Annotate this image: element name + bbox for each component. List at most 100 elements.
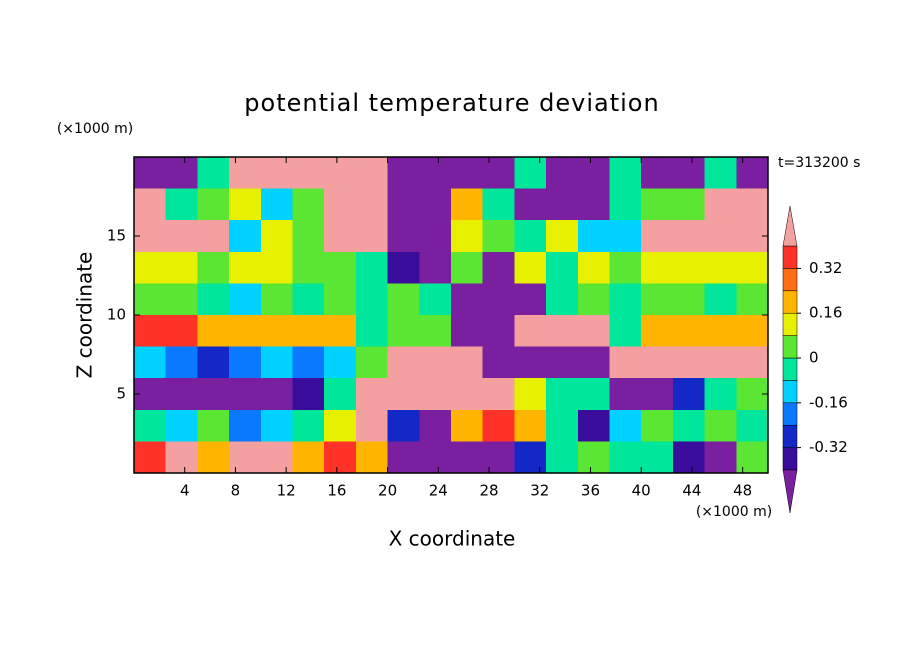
contour-cell [165, 346, 198, 379]
contour-cell [546, 220, 578, 252]
contour-cell [451, 378, 483, 410]
contour-cell [387, 441, 420, 473]
contour-cell [609, 220, 642, 252]
contour-cell [134, 157, 166, 189]
contour-cell [197, 220, 230, 252]
colorbar-tick-label: 0.16 [809, 304, 842, 322]
contour-cell [514, 188, 547, 221]
contour-cell [577, 188, 610, 221]
contour-cell [577, 220, 610, 252]
contour-cell [482, 441, 515, 473]
x-tick-label: 20 [378, 482, 397, 500]
contour-cell [260, 220, 293, 252]
y-tick-label: 15 [107, 227, 126, 245]
contour-cell [165, 188, 198, 221]
contour-cell [641, 157, 673, 189]
contour-cell [482, 409, 515, 442]
contour-cell [165, 220, 198, 252]
contour-cell [609, 251, 642, 284]
x-axis-label: X coordinate [389, 527, 516, 551]
contour-cell [292, 220, 325, 252]
contour-cell [514, 283, 547, 315]
x-tick-label: 24 [429, 482, 448, 500]
contour-cell [704, 409, 737, 442]
contour-cell [672, 441, 705, 473]
contour-cell [355, 441, 388, 473]
y-unit: (×1000 m) [57, 121, 133, 137]
contour-cell [292, 251, 325, 284]
contour-cell [260, 409, 293, 442]
contour-cell [641, 220, 673, 252]
contour-cell [419, 346, 451, 379]
contour-cell [229, 409, 261, 442]
contour-cell [451, 315, 483, 347]
contour-cell [641, 188, 673, 221]
contour-cell [641, 283, 673, 315]
contour-cell [641, 346, 673, 379]
contour-cell [704, 251, 737, 284]
contour-cell [260, 188, 293, 221]
contour-cell [546, 251, 578, 284]
contour-cell [260, 378, 293, 410]
contour-cell [419, 220, 451, 252]
contour-cell [546, 283, 578, 315]
contour-cell [514, 157, 547, 189]
contour-cell [577, 251, 610, 284]
contour-cell [197, 157, 230, 189]
x-tick-label: 44 [682, 482, 701, 500]
contour-cell [609, 441, 642, 473]
colorbar-tick-label: -0.16 [809, 393, 848, 411]
contour-cell [736, 315, 768, 347]
colorbar-band [782, 268, 798, 292]
contour-cell [292, 378, 325, 410]
contour-cell [514, 220, 547, 252]
contour-cell [324, 283, 356, 315]
colorbar-tick-label: -0.32 [809, 438, 848, 456]
contour-cell [482, 157, 515, 189]
contour-cell [704, 220, 737, 252]
contour-cell [197, 315, 230, 347]
contour-cell [387, 251, 420, 284]
contour-cell [451, 346, 483, 379]
contour-cell [165, 157, 198, 189]
contour-cell [641, 251, 673, 284]
x-tick-label: 40 [632, 482, 651, 500]
contour-cell [197, 378, 230, 410]
contour-cell [672, 188, 705, 221]
contour-cell [229, 188, 261, 221]
contour-cell [672, 315, 705, 347]
colorbar-band [782, 424, 798, 448]
contour-cell [197, 441, 230, 473]
contour-cell [482, 378, 515, 410]
contour-cell [577, 409, 610, 442]
contour-cell [197, 283, 230, 315]
contour-cell [292, 409, 325, 442]
contour-cell [165, 283, 198, 315]
contour-cell [260, 251, 293, 284]
contour-cell [229, 346, 261, 379]
contour-cell [546, 315, 578, 347]
contour-cell [260, 346, 293, 379]
contour-cell [197, 251, 230, 284]
colorbar-band [782, 312, 798, 336]
contour-cell [577, 378, 610, 410]
colorbar-top [782, 205, 798, 247]
contour-cell [704, 441, 737, 473]
contour-cell [387, 378, 420, 410]
contour-cell [355, 283, 388, 315]
contour-cell [609, 315, 642, 347]
contour-cell [229, 251, 261, 284]
contour-cell [736, 188, 768, 221]
contour-cell [165, 409, 198, 442]
contour-cell [672, 251, 705, 284]
contour-cell [672, 346, 705, 379]
contour-cell [134, 188, 166, 221]
contour-cell [704, 188, 737, 221]
contour-cell [482, 315, 515, 347]
contour-cell [577, 157, 610, 189]
contour-cell [672, 378, 705, 410]
contour-cell [292, 157, 325, 189]
contour-cell [292, 441, 325, 473]
contour-cell [134, 346, 166, 379]
contour-cell [355, 157, 388, 189]
